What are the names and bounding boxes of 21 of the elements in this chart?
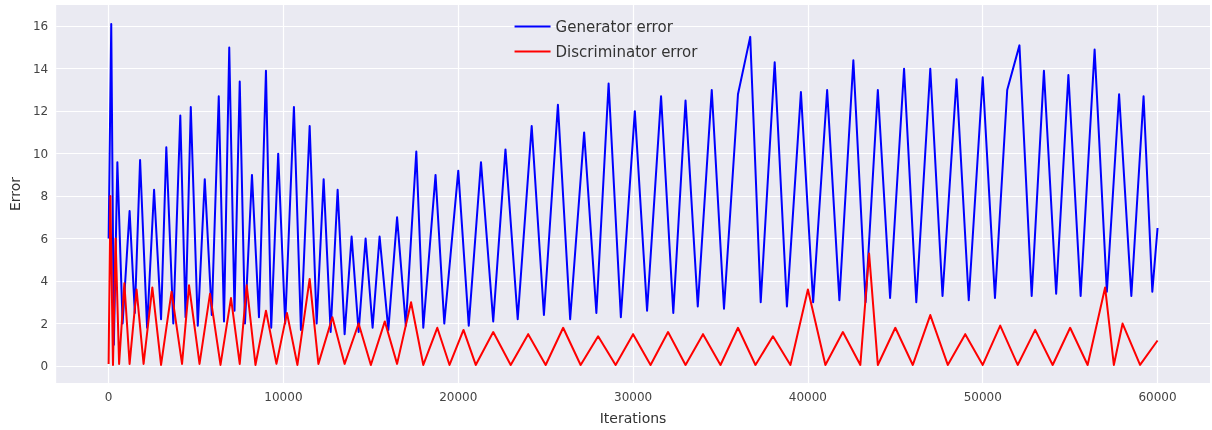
y-tick-label: 6 (40, 231, 49, 246)
y-tick-label: 0 (40, 359, 49, 374)
x-tick-label: 10000 (264, 390, 303, 404)
y-axis-title: Error (7, 176, 23, 212)
y-tick-label: 4 (40, 274, 49, 289)
x-axis-title: Iterations (599, 410, 667, 426)
x-tick-label: 30000 (613, 390, 653, 404)
x-tick-label: 50000 (963, 390, 1002, 404)
x-tick-label: 40000 (788, 390, 827, 404)
x-tick-label: 0 (104, 390, 113, 404)
y-tick-label: 12 (32, 104, 49, 119)
y-tick-label: 2 (40, 316, 49, 331)
y-tick-label: 16 (32, 19, 49, 34)
y-tick-label: 10 (32, 146, 49, 161)
x-tick-label: 20000 (439, 390, 478, 404)
y-tick-label: 14 (32, 61, 49, 76)
legend-label: Generator error (555, 17, 674, 36)
x-tick-label: 60000 (1138, 390, 1177, 404)
y-tick-label: 8 (40, 189, 49, 204)
line-series (107, 195, 1159, 366)
legend-label: Discriminator error (555, 42, 699, 61)
